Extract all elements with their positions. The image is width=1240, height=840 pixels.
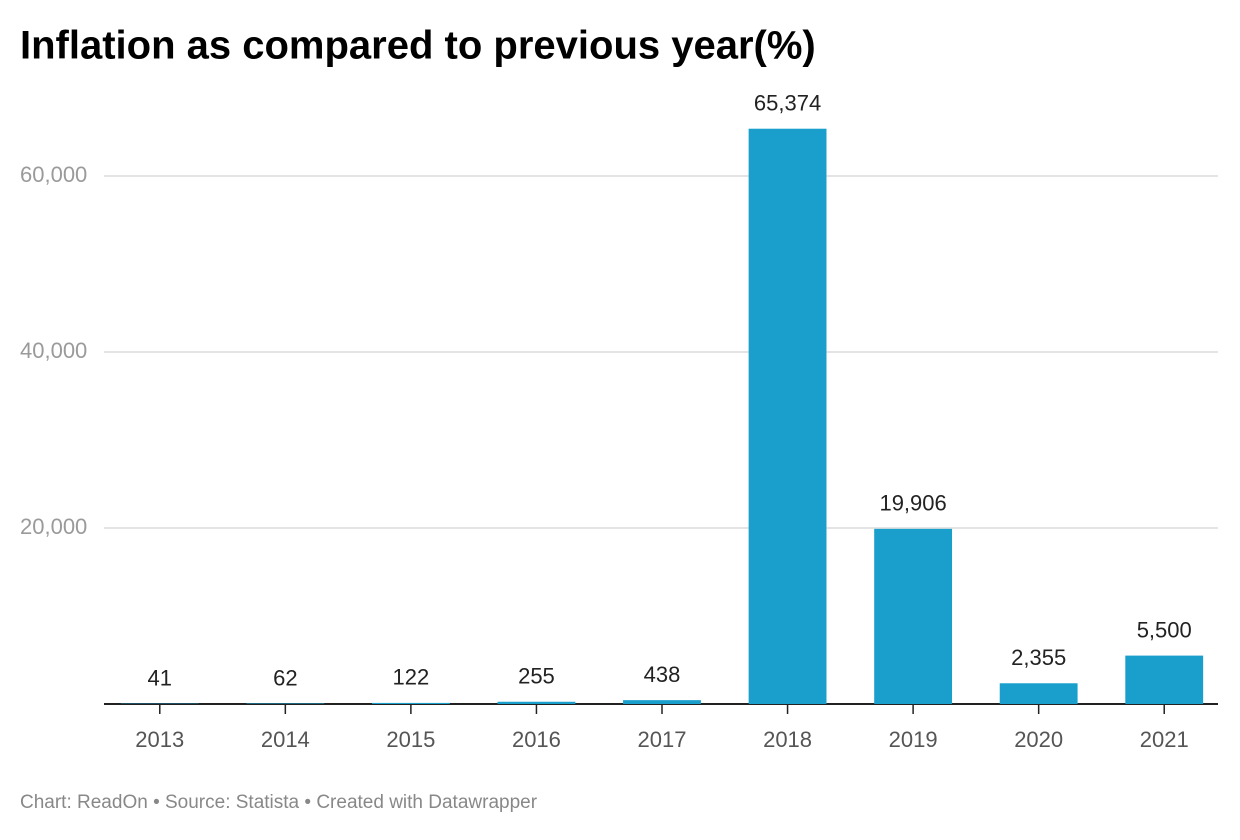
x-tick-label: 2018 [763,727,812,752]
bar [874,528,953,704]
value-label: 19,906 [879,491,946,516]
y-tick-label: 60,000 [20,162,87,187]
bar [497,701,576,704]
chart-title: Inflation as compared to previous year(%… [20,24,816,68]
y-tick-label: 20,000 [20,514,87,539]
value-label: 438 [644,662,681,687]
bar [371,702,450,704]
value-label: 122 [393,665,430,690]
x-tick-label: 2016 [512,727,561,752]
value-label: 65,374 [754,91,821,116]
x-tick-label: 2020 [1014,727,1063,752]
bar [1125,655,1204,704]
bar [246,703,325,704]
x-tick-label: 2013 [135,727,184,752]
value-label: 255 [518,664,555,689]
value-label: 41 [148,665,172,690]
bar [748,128,827,704]
value-label: 2,355 [1011,645,1066,670]
x-tick-label: 2015 [386,727,435,752]
bar [999,683,1078,704]
y-tick-label: 40,000 [20,338,87,363]
x-tick-label: 2021 [1140,727,1189,752]
x-tick-label: 2014 [261,727,310,752]
footer: Chart: ReadOn • Source: Statista • Creat… [20,792,538,813]
bar [623,700,701,704]
value-label: 62 [273,665,297,690]
x-tick-label: 2019 [889,727,938,752]
x-tick-label: 2017 [638,727,687,752]
value-label: 5,500 [1137,617,1192,642]
